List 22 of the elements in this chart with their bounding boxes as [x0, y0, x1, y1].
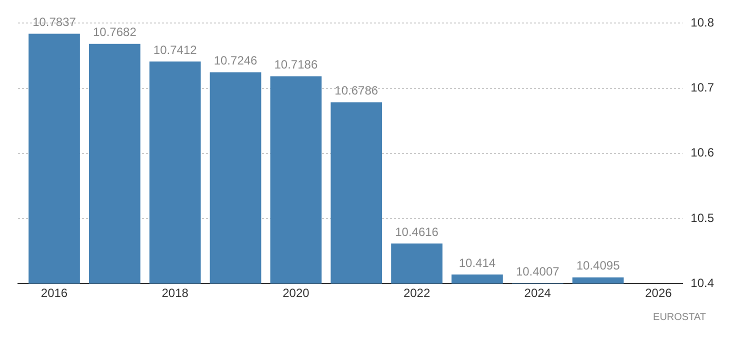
data-label: 10.7682	[92, 25, 137, 40]
x-tick-label: 2026	[645, 286, 672, 300]
x-tick-label: 2024	[524, 286, 552, 300]
x-tick-label: 2020	[282, 286, 310, 300]
data-label: 10.4616	[395, 224, 439, 239]
y-tick-label: 10.5	[690, 210, 714, 225]
data-label: 10.4007	[516, 264, 560, 278]
data-label: 10.7186	[274, 58, 318, 72]
data-label: 10.7412	[153, 42, 198, 57]
data-label: 10.414	[458, 256, 496, 270]
text: EUROSTAT	[653, 312, 706, 323]
data-label: 10.7837	[32, 15, 76, 30]
y-tick-label: 10.4	[690, 276, 714, 290]
data-label: 10.7246	[214, 54, 258, 68]
x-tick-label: 2022	[403, 286, 430, 300]
data-label: 10.4095	[576, 258, 620, 273]
y-tick-label: 10.6	[690, 146, 714, 160]
x-tick-label: 2016	[40, 286, 68, 300]
data-label: 10.6786	[334, 84, 378, 98]
y-tick-label: 10.7	[690, 80, 714, 95]
x-tick-label: 2018	[162, 286, 189, 300]
y-tick-label: 10.8	[690, 16, 714, 30]
